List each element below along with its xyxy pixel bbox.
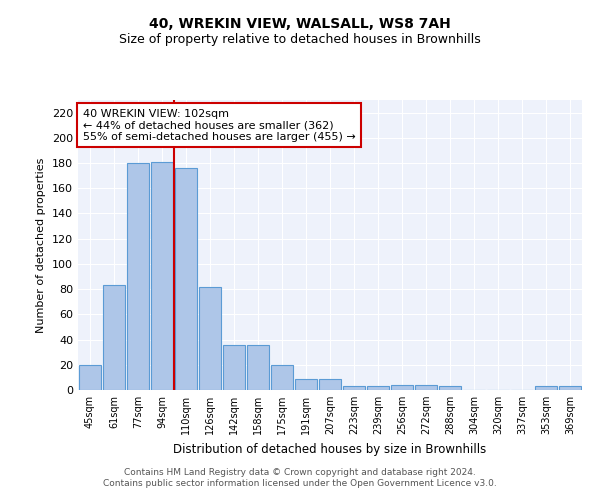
Text: 40, WREKIN VIEW, WALSALL, WS8 7AH: 40, WREKIN VIEW, WALSALL, WS8 7AH [149,18,451,32]
Bar [535,386,557,390]
Bar [319,378,341,390]
Y-axis label: Number of detached properties: Number of detached properties [37,158,46,332]
Bar [247,344,269,390]
Bar [391,385,413,390]
Bar [199,286,221,390]
Bar [79,365,101,390]
Bar [271,365,293,390]
Bar [151,162,173,390]
Bar [223,344,245,390]
X-axis label: Distribution of detached houses by size in Brownhills: Distribution of detached houses by size … [173,442,487,456]
Bar [343,386,365,390]
Bar [127,163,149,390]
Text: Size of property relative to detached houses in Brownhills: Size of property relative to detached ho… [119,32,481,46]
Bar [439,386,461,390]
Bar [103,286,125,390]
Bar [367,386,389,390]
Text: Contains HM Land Registry data © Crown copyright and database right 2024.
Contai: Contains HM Land Registry data © Crown c… [103,468,497,487]
Bar [415,385,437,390]
Text: 40 WREKIN VIEW: 102sqm
← 44% of detached houses are smaller (362)
55% of semi-de: 40 WREKIN VIEW: 102sqm ← 44% of detached… [83,108,356,142]
Bar [559,386,581,390]
Bar [295,378,317,390]
Bar [175,168,197,390]
